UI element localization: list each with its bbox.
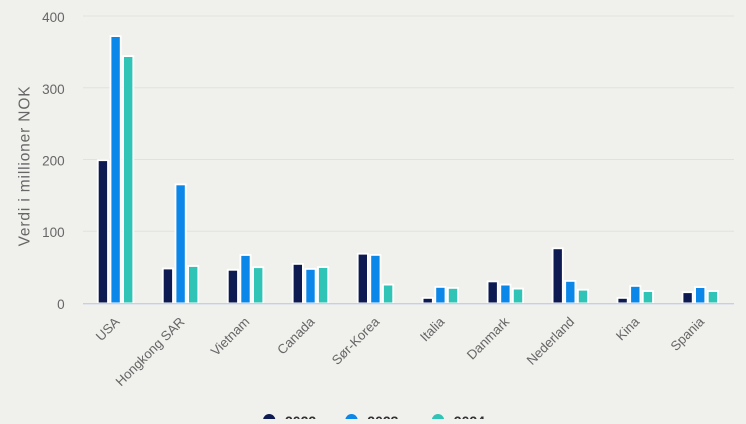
svg-text:200: 200 — [42, 154, 65, 169]
svg-text:2022: 2022 — [285, 413, 316, 419]
svg-text:0: 0 — [57, 297, 65, 312]
svg-text:100: 100 — [42, 225, 65, 240]
svg-text:2024: 2024 — [454, 413, 485, 419]
svg-text:300: 300 — [42, 82, 65, 97]
svg-text:Verdi i millioner NOK: Verdi i millioner NOK — [17, 86, 34, 247]
svg-text:2023: 2023 — [367, 413, 398, 419]
svg-text:400: 400 — [42, 10, 65, 25]
